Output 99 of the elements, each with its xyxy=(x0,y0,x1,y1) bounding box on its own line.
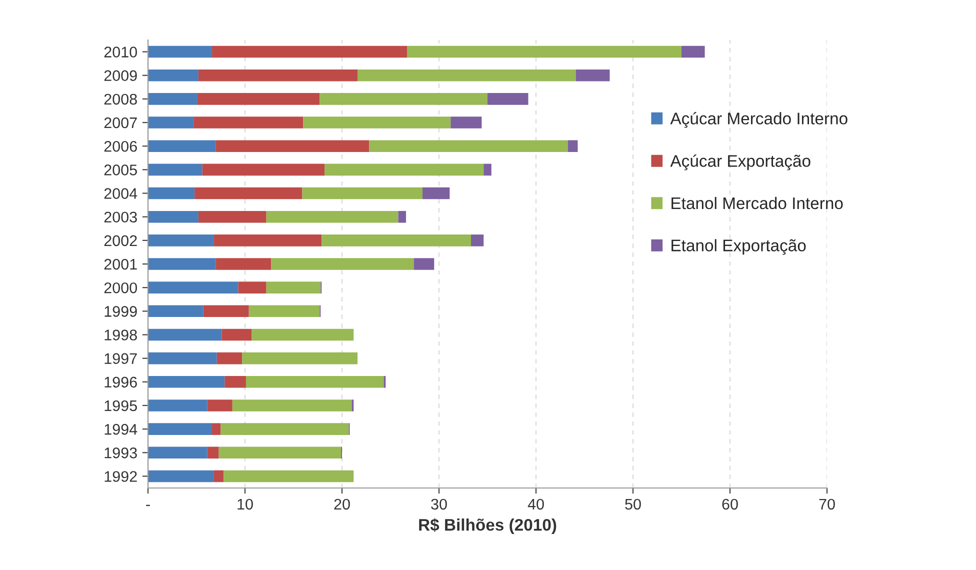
bar xyxy=(271,258,414,270)
bar xyxy=(148,282,238,294)
bar xyxy=(266,282,321,294)
bar xyxy=(450,116,482,128)
legend-label: Açúcar Exportação xyxy=(670,154,810,170)
bar xyxy=(358,69,576,82)
y-tick-label: 2009 xyxy=(104,70,137,82)
bar xyxy=(576,69,610,82)
bar xyxy=(198,210,266,223)
y-tick-label: 2005 xyxy=(104,164,137,176)
x-axis-title: R$ Bilhões (2010) xyxy=(419,518,556,534)
x-tick-label: 70 xyxy=(819,498,835,510)
y-tick-label: 1992 xyxy=(104,471,137,482)
bar xyxy=(218,446,342,459)
bar xyxy=(148,376,225,388)
bar xyxy=(398,210,406,223)
bar xyxy=(148,446,208,459)
x-tick-label: 20 xyxy=(334,498,350,510)
y-tick-label: 2006 xyxy=(104,140,137,152)
bar xyxy=(568,140,578,152)
legend-label: Etanol Mercado Interno xyxy=(672,196,843,210)
bar xyxy=(216,352,242,364)
bar xyxy=(148,258,216,270)
y-tick-label: 2002 xyxy=(104,235,137,246)
bar xyxy=(303,116,451,128)
bar xyxy=(484,164,492,176)
bar xyxy=(248,305,320,318)
y-tick-label: 1996 xyxy=(104,376,137,388)
x-tick-label: 50 xyxy=(625,498,641,510)
y-tick-label: 2008 xyxy=(104,94,137,105)
bar xyxy=(266,210,398,223)
legend-label: Açúcar Mercado Interno xyxy=(670,112,848,128)
bar xyxy=(322,234,472,246)
y-tick-label: 2001 xyxy=(104,258,137,270)
bar xyxy=(148,164,202,176)
y-tick-label: 1993 xyxy=(104,448,137,458)
bar xyxy=(207,400,232,412)
bar xyxy=(194,187,302,200)
bar xyxy=(148,69,198,82)
bar xyxy=(320,93,488,105)
bar xyxy=(242,352,358,364)
bar xyxy=(148,116,194,128)
bar xyxy=(488,93,528,105)
bar xyxy=(246,376,384,388)
bar xyxy=(324,164,484,176)
bar xyxy=(216,140,370,152)
bar xyxy=(224,376,246,388)
bar xyxy=(471,234,484,246)
bar xyxy=(422,187,450,200)
bar xyxy=(194,116,304,128)
x-tick-label: 60 xyxy=(722,498,738,510)
y-tick-label: 2003 xyxy=(104,212,137,223)
bar xyxy=(302,187,423,200)
y-tick-label: 2007 xyxy=(104,117,137,128)
y-tick-label: 2004 xyxy=(104,188,138,199)
legend-label: Etanol Exportação xyxy=(672,239,806,255)
y-tick-label: 1997 xyxy=(104,353,137,364)
bar xyxy=(238,282,266,294)
y-tick-label: 2000 xyxy=(104,282,137,294)
bar xyxy=(414,258,434,270)
y-tick-label: 2010 xyxy=(104,46,137,58)
bar xyxy=(252,328,354,341)
bar xyxy=(148,305,204,318)
y-tick-label: 1994 xyxy=(104,424,138,435)
bar xyxy=(212,423,221,435)
bar xyxy=(197,93,320,105)
bar xyxy=(148,470,214,482)
bar xyxy=(682,46,705,58)
bar xyxy=(222,328,252,341)
x-tick-label: - xyxy=(146,504,150,506)
bar xyxy=(148,140,216,152)
bar xyxy=(224,470,354,482)
bar xyxy=(212,46,407,58)
y-tick-label: 1998 xyxy=(104,330,137,340)
bar xyxy=(203,305,249,318)
bar xyxy=(214,470,224,482)
bar xyxy=(148,234,214,246)
bar xyxy=(148,46,212,58)
bar xyxy=(148,400,208,412)
y-tick-label: 1999 xyxy=(104,306,137,317)
bar xyxy=(214,234,322,246)
bar xyxy=(406,46,682,58)
bar xyxy=(207,446,219,459)
bar xyxy=(148,210,198,223)
bar xyxy=(148,423,212,435)
bar xyxy=(148,187,195,200)
bar xyxy=(232,400,352,412)
x-tick-label: 10 xyxy=(238,498,253,510)
bar xyxy=(202,164,325,176)
bar xyxy=(148,328,222,341)
bar xyxy=(198,69,358,82)
x-tick-label: 30 xyxy=(431,498,447,510)
bar xyxy=(148,352,217,364)
bar xyxy=(216,258,272,270)
bar xyxy=(220,423,349,435)
bar xyxy=(148,93,198,105)
y-tick-label: 1995 xyxy=(104,400,137,412)
bar xyxy=(369,140,568,152)
x-tick-label: 40 xyxy=(528,498,544,510)
